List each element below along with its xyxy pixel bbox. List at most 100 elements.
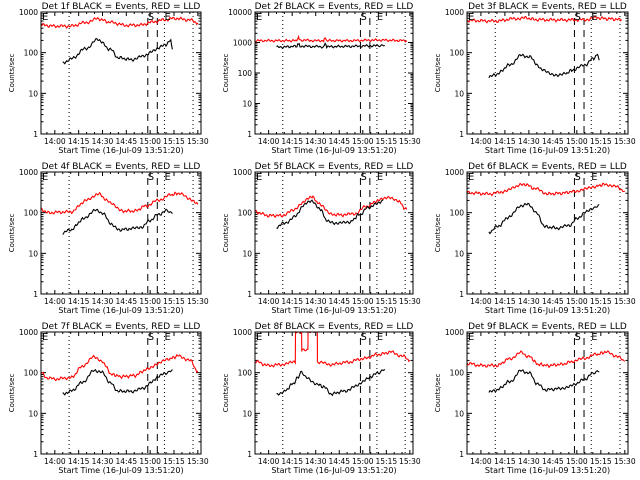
x-axis-label: Start Time (16-Jul-09 13:51:20) xyxy=(271,146,396,155)
time-marker-label: S xyxy=(148,12,154,23)
panel-det-4: Det 4f BLACK = Events, RED = LLD Counts/s… xyxy=(8,162,209,315)
series-line-lld xyxy=(466,182,626,197)
x-axis-label: Start Time (16-Jul-09 13:51:20) xyxy=(58,306,183,315)
panel-title: Det 5f BLACK = Events, RED = LLD xyxy=(255,162,414,172)
x-tick-label: 14:15 xyxy=(281,137,303,146)
series-line-lld xyxy=(466,15,623,24)
y-tick-label: 10 xyxy=(454,249,464,258)
y-tick-label: 1000 xyxy=(233,168,252,177)
x-tick-label: 15:30 xyxy=(614,137,636,146)
x-tick-label: 15:15 xyxy=(590,137,612,146)
time-marker-label: S xyxy=(360,172,366,183)
panel-title: Det 7f BLACK = Events, RED = LLD xyxy=(42,322,201,332)
plot-frame xyxy=(40,11,202,135)
y-tick-label: 100 xyxy=(238,209,253,218)
y-tick-label: 1000 xyxy=(19,168,38,177)
y-axis-label: Counts/sec xyxy=(8,374,16,413)
y-axis-label: Counts/sec xyxy=(222,374,230,413)
x-tick-label: 15:15 xyxy=(590,297,612,306)
y-tick-label: 1000 xyxy=(233,39,252,48)
x-tick-label: 15:15 xyxy=(163,457,185,466)
x-tick-label: 15:00 xyxy=(352,137,374,146)
y-tick-label: 1 xyxy=(247,450,252,459)
time-marker-label: E xyxy=(468,12,474,23)
y-axis-label: Counts/sec xyxy=(434,374,442,413)
x-tick-label: 14:45 xyxy=(542,137,564,146)
y-tick-label: 10 xyxy=(28,89,38,98)
y-axis-label: Counts/sec xyxy=(8,54,16,93)
panel-title: Det 4f BLACK = Events, RED = LLD xyxy=(42,162,201,172)
x-tick-label: 14:30 xyxy=(518,137,540,146)
x-tick-label: 14:00 xyxy=(258,457,280,466)
panel-title: Det 1f BLACK = Events, RED = LLD xyxy=(42,2,201,12)
x-tick-label: 15:15 xyxy=(376,137,398,146)
panel-det-5: Det 5f BLACK = Events, RED = LLD Counts/s… xyxy=(222,162,421,315)
y-axis-label: Counts/sec xyxy=(434,54,442,93)
y-tick-label: 100 xyxy=(238,69,253,78)
series-line-events xyxy=(488,53,600,79)
x-tick-label: 15:00 xyxy=(139,457,161,466)
time-marker-label: E xyxy=(256,332,262,343)
x-tick-label: 14:45 xyxy=(116,457,138,466)
plot-frame xyxy=(466,11,629,135)
x-tick-label: 14:45 xyxy=(328,457,350,466)
x-tick-label: 15:30 xyxy=(614,297,636,306)
x-tick-label: 14:00 xyxy=(258,297,280,306)
time-marker-label: E xyxy=(164,172,170,183)
x-tick-label: 14:15 xyxy=(281,457,303,466)
x-tick-label: 14:45 xyxy=(542,297,564,306)
y-axis-label: Counts/sec xyxy=(222,214,230,253)
x-axis-label: Start Time (16-Jul-09 13:51:20) xyxy=(485,146,610,155)
x-tick-label: 14:30 xyxy=(305,137,327,146)
x-tick-label: 14:00 xyxy=(258,137,280,146)
x-tick-label: 14:30 xyxy=(305,297,327,306)
x-axis-label: Start Time (16-Jul-09 13:51:20) xyxy=(58,146,183,155)
time-marker-label: E xyxy=(42,172,48,183)
y-tick-label: 10 xyxy=(28,249,38,258)
x-axis-label: Start Time (16-Jul-09 13:51:20) xyxy=(271,466,396,475)
time-marker-label: E xyxy=(468,332,474,343)
time-marker-label: E xyxy=(42,332,48,343)
time-marker-label: E xyxy=(164,12,170,23)
y-tick-label: 1000 xyxy=(233,328,252,337)
y-tick-label: 1 xyxy=(247,130,252,139)
y-tick-label: 1 xyxy=(33,290,38,299)
series-line-lld xyxy=(40,16,199,29)
x-axis-label: Start Time (16-Jul-09 13:51:20) xyxy=(271,306,396,315)
x-tick-label: 14:00 xyxy=(44,297,66,306)
y-tick-label: 1000 xyxy=(19,8,38,17)
series-line-lld xyxy=(466,350,626,369)
y-axis-label: Counts/sec xyxy=(434,214,442,253)
x-tick-label: 14:45 xyxy=(116,137,138,146)
x-tick-label: 15:30 xyxy=(187,297,209,306)
x-tick-label: 14:15 xyxy=(68,297,90,306)
panel-det-7: Det 7f BLACK = Events, RED = LLD Counts/s… xyxy=(8,322,209,475)
time-marker-label: S xyxy=(360,12,366,23)
y-tick-label: 10 xyxy=(454,409,464,418)
y-tick-label: 10 xyxy=(242,409,252,418)
x-tick-label: 14:00 xyxy=(470,137,492,146)
series-line-events xyxy=(276,199,384,230)
x-axis-label: Start Time (16-Jul-09 13:51:20) xyxy=(485,306,610,315)
x-tick-label: 14:15 xyxy=(281,297,303,306)
x-tick-label: 14:30 xyxy=(518,457,540,466)
panel-title: Det 6f BLACK = Events, RED = LLD xyxy=(468,162,627,172)
x-tick-label: 14:45 xyxy=(116,297,138,306)
x-tick-label: 15:30 xyxy=(187,137,209,146)
y-tick-label: 10 xyxy=(242,100,252,109)
y-tick-label: 1000 xyxy=(445,168,464,177)
time-marker-label: E xyxy=(468,172,474,183)
series-line-lld xyxy=(254,34,408,43)
panel-det-8: Det 8f BLACK = Events, RED = LLD Counts/s… xyxy=(222,322,421,475)
y-tick-label: 100 xyxy=(450,49,465,58)
x-tick-label: 15:00 xyxy=(352,297,374,306)
y-tick-label: 10 xyxy=(454,89,464,98)
x-tick-label: 15:15 xyxy=(163,297,185,306)
y-tick-label: 1000 xyxy=(445,8,464,17)
y-tick-label: 1 xyxy=(247,290,252,299)
x-tick-label: 14:30 xyxy=(92,457,114,466)
time-marker-label: E xyxy=(42,12,48,23)
x-tick-label: 15:30 xyxy=(399,457,421,466)
plot-frame xyxy=(40,171,202,295)
